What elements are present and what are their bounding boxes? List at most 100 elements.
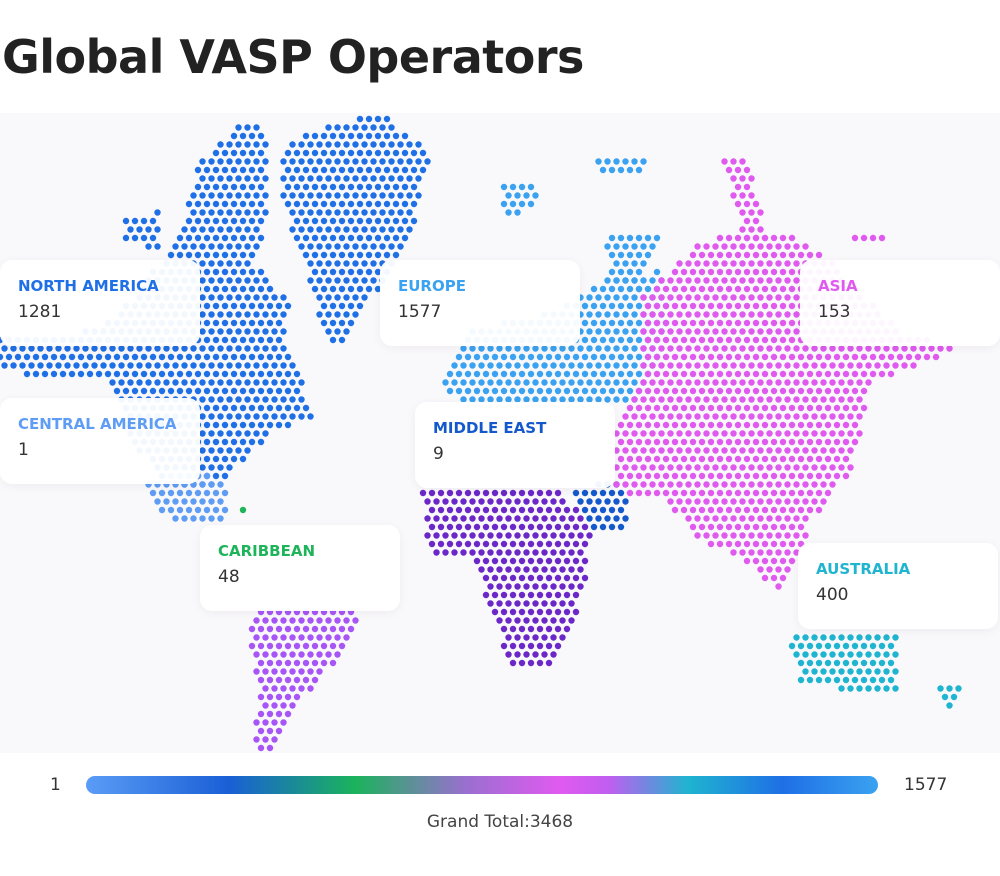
map-dot bbox=[478, 549, 485, 556]
map-dot bbox=[703, 311, 710, 318]
map-dot bbox=[748, 192, 755, 199]
map-dot bbox=[653, 404, 661, 412]
map-dot bbox=[716, 251, 724, 259]
map-dot bbox=[208, 515, 215, 522]
map-dot bbox=[482, 523, 490, 531]
map-dot bbox=[509, 506, 517, 514]
map-dot bbox=[401, 200, 409, 208]
map-dot bbox=[550, 634, 557, 641]
map-dot bbox=[518, 574, 526, 582]
map-dot bbox=[203, 217, 211, 225]
map-dot bbox=[226, 362, 233, 369]
map-dot bbox=[797, 421, 805, 429]
map-dot bbox=[757, 277, 764, 284]
map-dot bbox=[631, 294, 638, 301]
map-dot bbox=[568, 515, 575, 522]
map-dot bbox=[271, 685, 278, 692]
map-dot bbox=[352, 124, 359, 131]
map-dot bbox=[784, 498, 791, 505]
map-dot bbox=[338, 268, 346, 276]
map-dot bbox=[752, 217, 760, 225]
map-dot bbox=[680, 285, 688, 293]
map-dot bbox=[685, 430, 692, 437]
map-dot bbox=[428, 506, 436, 514]
map-dot bbox=[509, 370, 517, 378]
map-dot bbox=[703, 260, 710, 267]
map-dot bbox=[590, 370, 598, 378]
map-dot bbox=[698, 523, 706, 531]
map-dot bbox=[284, 302, 292, 310]
map-dot bbox=[824, 404, 832, 412]
map-dot bbox=[451, 549, 458, 556]
map-dot bbox=[779, 234, 787, 242]
map-dot bbox=[613, 294, 620, 301]
map-dot bbox=[635, 438, 643, 446]
map-dot bbox=[658, 396, 665, 403]
map-dot bbox=[523, 515, 530, 522]
map-dot bbox=[743, 285, 751, 293]
map-dot bbox=[208, 447, 215, 454]
map-dot bbox=[743, 557, 751, 565]
map-dot bbox=[541, 345, 548, 352]
map-dot bbox=[671, 268, 679, 276]
map-dot bbox=[226, 209, 233, 216]
map-dot bbox=[397, 192, 404, 199]
map-dot bbox=[761, 370, 769, 378]
map-dot bbox=[752, 353, 760, 361]
map-dot bbox=[248, 642, 256, 650]
map-dot bbox=[325, 243, 332, 250]
map-dot bbox=[500, 540, 508, 548]
map-dot bbox=[617, 489, 625, 497]
map-dot bbox=[329, 642, 337, 650]
map-dot bbox=[266, 744, 274, 752]
map-dot bbox=[712, 481, 719, 488]
map-dot bbox=[734, 200, 742, 208]
map-dot bbox=[698, 319, 706, 327]
map-dot bbox=[797, 472, 805, 480]
map-dot bbox=[626, 404, 634, 412]
map-dot bbox=[217, 226, 224, 233]
map-dot bbox=[743, 489, 751, 497]
map-dot bbox=[239, 285, 247, 293]
map-dot bbox=[554, 591, 562, 599]
map-dot bbox=[289, 634, 296, 641]
map-dot bbox=[752, 472, 760, 480]
map-dot bbox=[248, 285, 256, 293]
map-dot bbox=[293, 166, 301, 174]
map-dot bbox=[662, 472, 670, 480]
map-dot bbox=[181, 226, 188, 233]
map-dot bbox=[131, 234, 139, 242]
map-dot bbox=[388, 243, 395, 250]
map-dot bbox=[725, 540, 733, 548]
map-dot bbox=[725, 370, 733, 378]
map-dot bbox=[226, 226, 233, 233]
map-dot bbox=[280, 396, 287, 403]
map-dot bbox=[779, 336, 787, 344]
map-dot bbox=[725, 166, 733, 174]
map-dot bbox=[739, 328, 746, 335]
map-dot bbox=[185, 353, 193, 361]
map-dot bbox=[523, 396, 530, 403]
map-dot bbox=[680, 421, 688, 429]
map-dot bbox=[361, 141, 368, 148]
map-dot bbox=[185, 217, 193, 225]
map-dot bbox=[172, 498, 179, 505]
map-dot bbox=[307, 651, 314, 658]
map-dot bbox=[194, 217, 202, 225]
map-dot bbox=[199, 158, 206, 165]
map-dot bbox=[734, 353, 742, 361]
map-dot bbox=[667, 481, 674, 488]
map-dot bbox=[604, 311, 611, 318]
map-dot bbox=[856, 345, 863, 352]
map-dot bbox=[113, 370, 121, 378]
map-dot bbox=[122, 353, 130, 361]
map-dot bbox=[784, 515, 791, 522]
map-dot bbox=[199, 243, 206, 250]
region-name: AUSTRALIA bbox=[816, 560, 911, 578]
map-dot bbox=[203, 387, 211, 395]
map-dot bbox=[523, 583, 530, 590]
map-dot bbox=[685, 311, 692, 318]
map-dot bbox=[851, 676, 859, 684]
map-dot bbox=[784, 447, 791, 454]
map-dot bbox=[604, 345, 611, 352]
